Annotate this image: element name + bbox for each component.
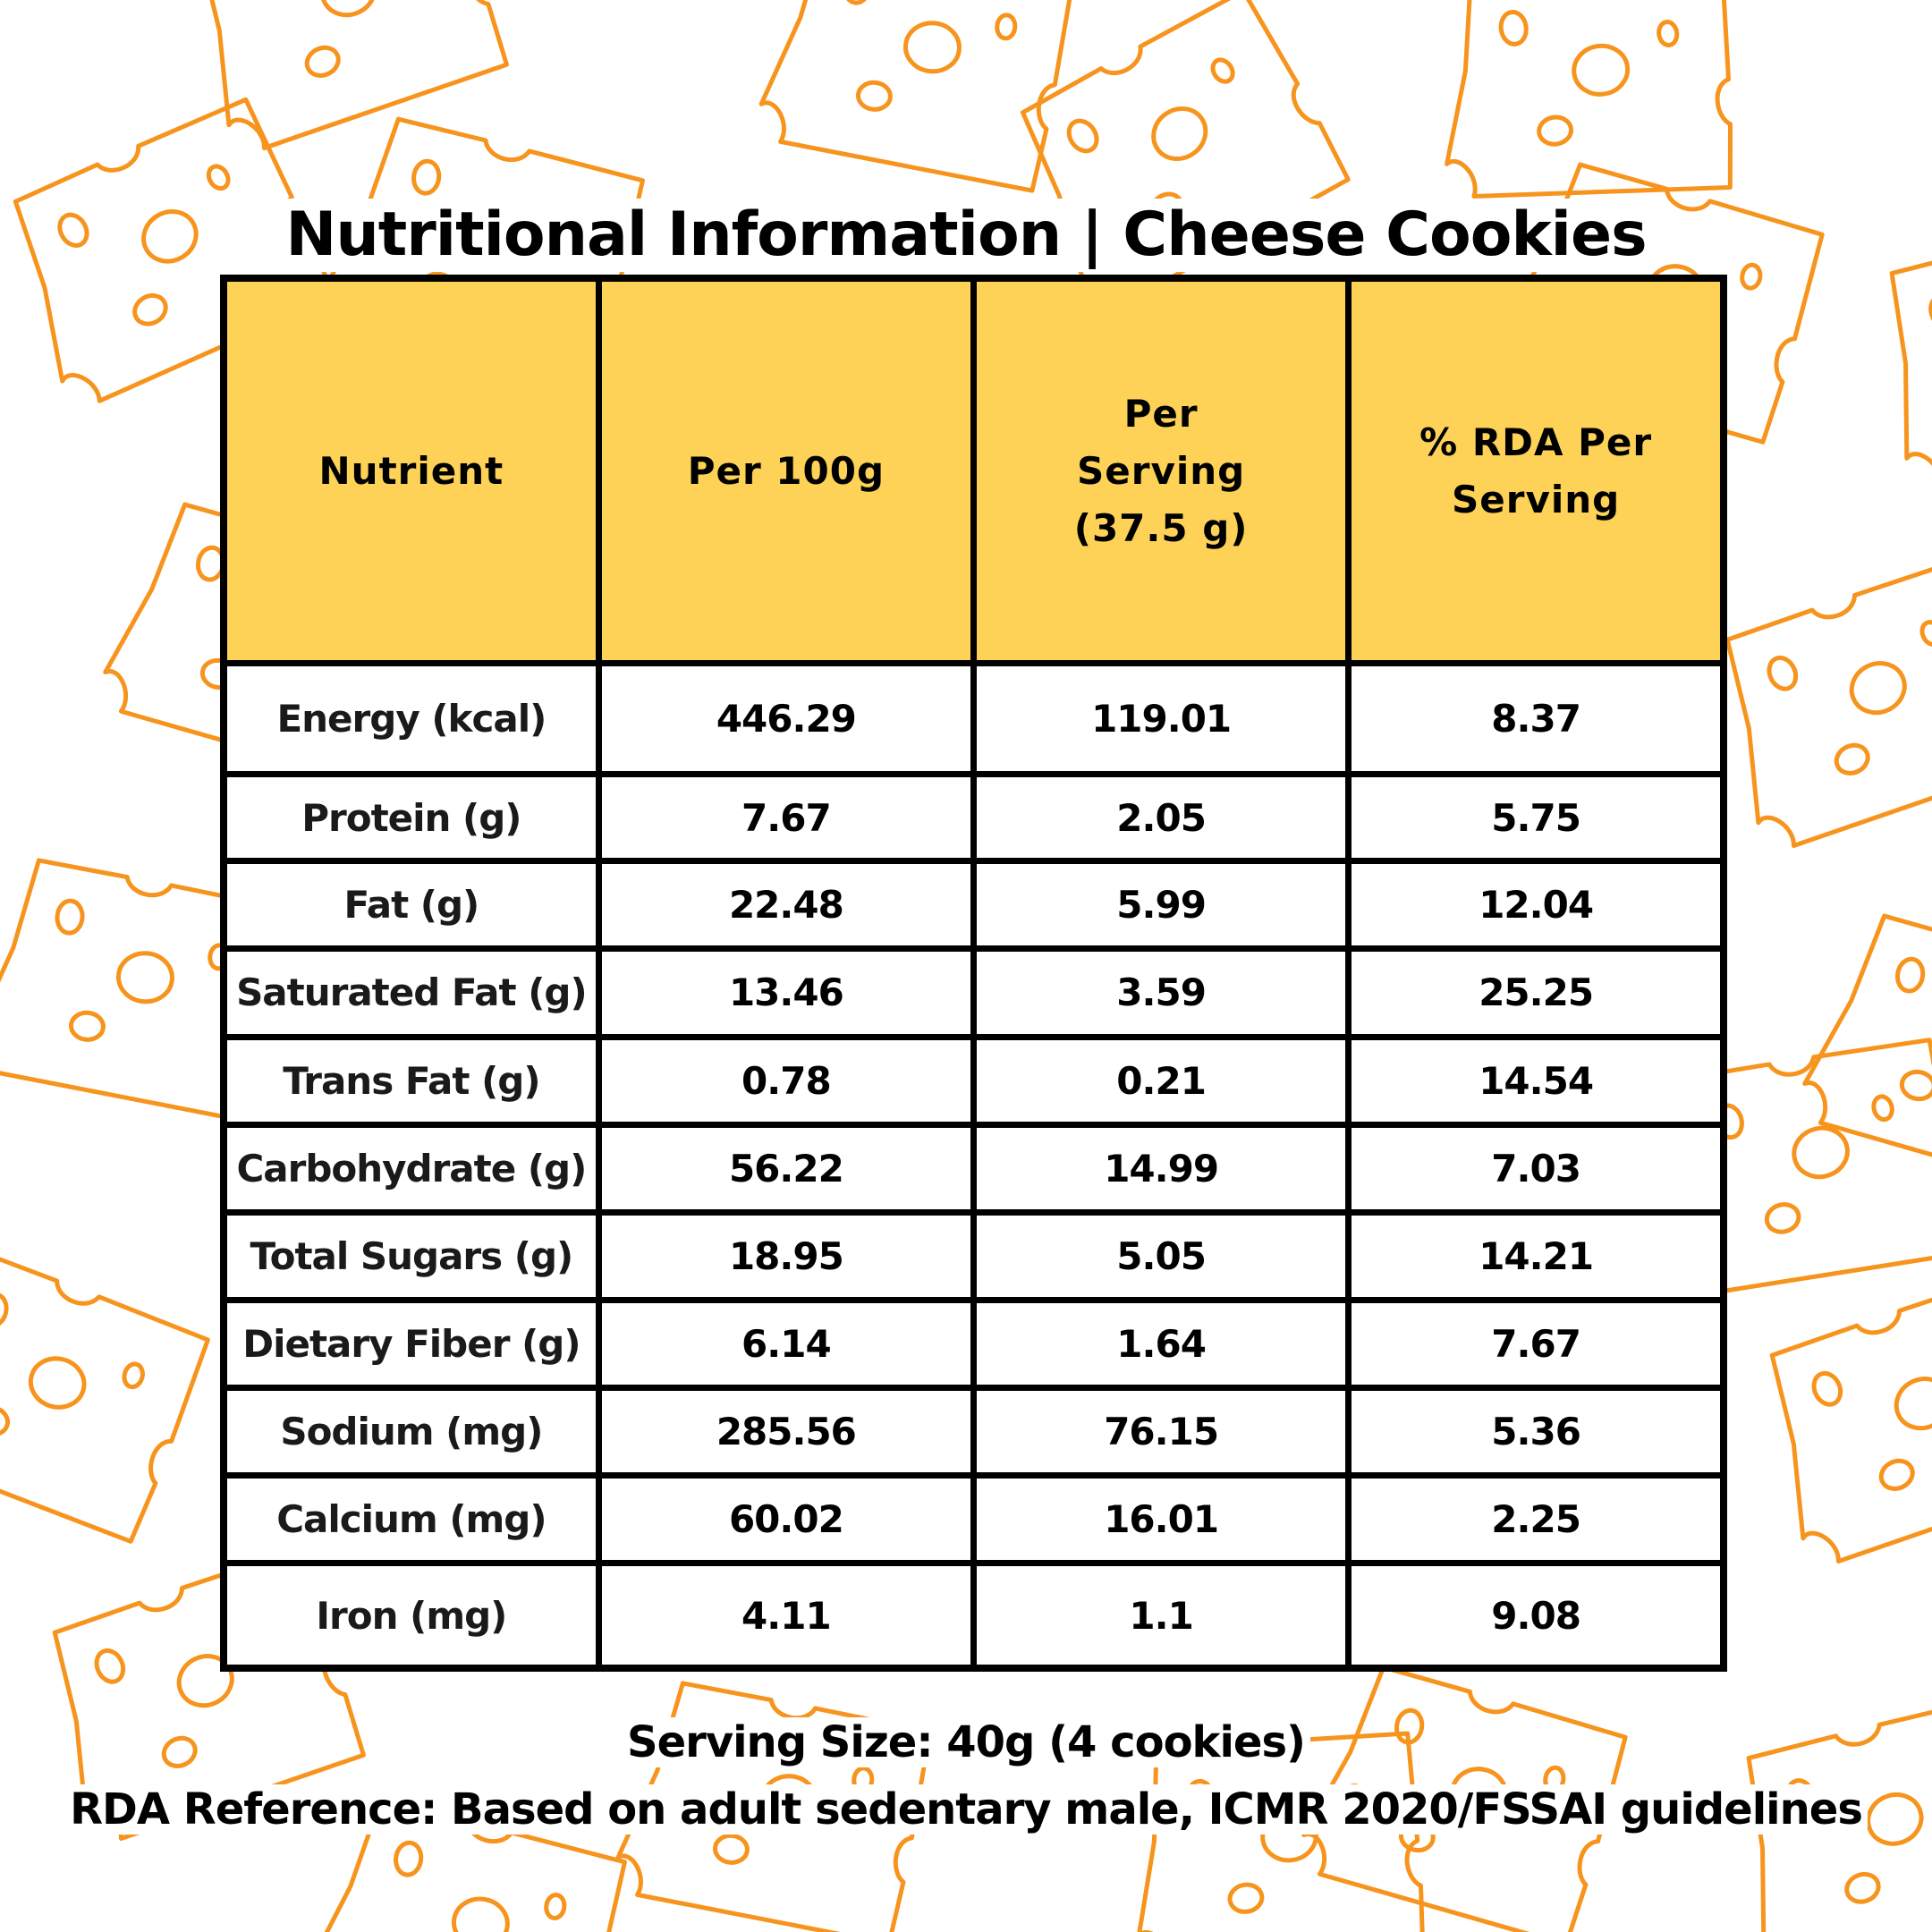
cell-rda: 8.37: [1345, 659, 1727, 778]
header-per-serving-line1: Per: [1123, 391, 1199, 436]
table-row: Trans Fat (g) 0.78 0.21 14.54: [220, 1033, 1727, 1128]
header-row: Nutrient Per 100g Per Serving (37.5 g) %…: [220, 275, 1727, 666]
cell-per-serving: 1.1: [970, 1560, 1352, 1672]
cell-per-100g: 22.48: [595, 858, 978, 953]
header-per-100g: Per 100g: [595, 275, 978, 666]
cell-per-serving: 16.01: [970, 1472, 1352, 1567]
cell-rda: 14.54: [1345, 1033, 1727, 1128]
cell-per-100g: 446.29: [595, 659, 978, 778]
cell-nutrient: Protein (g): [220, 771, 602, 865]
cell-per-serving: 3.59: [970, 945, 1352, 1040]
cell-nutrient: Sodium (mg): [220, 1385, 602, 1479]
cell-rda: 12.04: [1345, 858, 1727, 953]
cell-nutrient: Trans Fat (g): [220, 1033, 602, 1128]
cell-per-100g: 285.56: [595, 1385, 978, 1479]
table-row: Sodium (mg) 285.56 76.15 5.36: [220, 1385, 1727, 1479]
cell-per-100g: 7.67: [595, 771, 978, 865]
cell-per-100g: 0.78: [595, 1033, 978, 1128]
table-row: Energy (kcal) 446.29 119.01 8.37: [220, 659, 1727, 778]
header-per-serving-line2: Serving: [1077, 448, 1246, 493]
serving-size-container: Serving Size: 40g (4 cookies): [0, 1717, 1932, 1767]
cell-nutrient: Dietary Fiber (g): [220, 1296, 602, 1392]
cheese-slice-icon: [153, 0, 527, 182]
table-row: Calcium (mg) 60.02 16.01 2.25: [220, 1472, 1727, 1567]
title-container: Nutritional Information | Cheese Cookies: [0, 199, 1932, 272]
cell-rda: 14.21: [1345, 1208, 1727, 1303]
cell-rda: 7.03: [1345, 1121, 1727, 1216]
table-row: Saturated Fat (g) 13.46 3.59 25.25: [220, 945, 1727, 1040]
cell-per-serving: 1.64: [970, 1296, 1352, 1392]
table-row: Iron (mg) 4.11 1.1 9.08: [220, 1560, 1727, 1672]
cell-per-serving: 119.01: [970, 659, 1352, 778]
cell-rda: 5.36: [1345, 1385, 1727, 1479]
cell-per-serving: 5.05: [970, 1208, 1352, 1303]
cell-per-serving: 2.05: [970, 771, 1352, 865]
rda-reference-note: RDA Reference: Based on adult sedentary …: [64, 1784, 1868, 1835]
header-per-serving-line3: (37.5 g): [1073, 505, 1249, 550]
table-row: Protein (g) 7.67 2.05 5.75: [220, 771, 1727, 865]
cell-nutrient: Energy (kcal): [220, 659, 602, 778]
cell-nutrient: Carbohydrate (g): [220, 1121, 602, 1216]
cell-per-serving: 76.15: [970, 1385, 1352, 1479]
table-row: Fat (g) 22.48 5.99 12.04: [220, 858, 1727, 953]
cell-per-100g: 60.02: [595, 1472, 978, 1567]
cell-rda: 7.67: [1345, 1296, 1727, 1392]
cell-nutrient: Total Sugars (g): [220, 1208, 602, 1303]
cell-per-100g: 4.11: [595, 1560, 978, 1672]
cell-per-serving: 14.99: [970, 1121, 1352, 1216]
cell-per-100g: 13.46: [595, 945, 978, 1040]
cell-nutrient: Iron (mg): [220, 1560, 602, 1672]
page-title: Nutritional Information | Cheese Cookies: [282, 199, 1650, 272]
cell-rda: 2.25: [1345, 1472, 1727, 1567]
table-row: Dietary Fiber (g) 6.14 1.64 7.67: [220, 1296, 1727, 1392]
table-row: Carbohydrate (g) 56.22 14.99 7.03: [220, 1121, 1727, 1216]
cell-nutrient: Fat (g): [220, 858, 602, 953]
rda-reference-container: RDA Reference: Based on adult sedentary …: [0, 1784, 1932, 1835]
cell-rda: 25.25: [1345, 945, 1727, 1040]
nutrition-table: Nutrient Per 100g Per Serving (37.5 g) %…: [220, 275, 1727, 1672]
cell-per-100g: 18.95: [595, 1208, 978, 1303]
cell-nutrient: Calcium (mg): [220, 1472, 602, 1567]
table-row: Total Sugars (g) 18.95 5.05 14.21: [220, 1208, 1727, 1303]
header-nutrient: Nutrient: [220, 275, 602, 666]
cell-rda: 5.75: [1345, 771, 1727, 865]
header-per-serving: Per Serving (37.5 g): [970, 275, 1352, 666]
cell-per-serving: 0.21: [970, 1033, 1352, 1128]
serving-size-note: Serving Size: 40g (4 cookies): [622, 1717, 1310, 1767]
cell-per-100g: 6.14: [595, 1296, 978, 1392]
cell-rda: 9.08: [1345, 1560, 1727, 1672]
cell-per-100g: 56.22: [595, 1121, 978, 1216]
header-rda-per-serving: % RDA Per Serving: [1345, 275, 1727, 666]
cell-nutrient: Saturated Fat (g): [220, 945, 602, 1040]
cell-per-serving: 5.99: [970, 858, 1352, 953]
